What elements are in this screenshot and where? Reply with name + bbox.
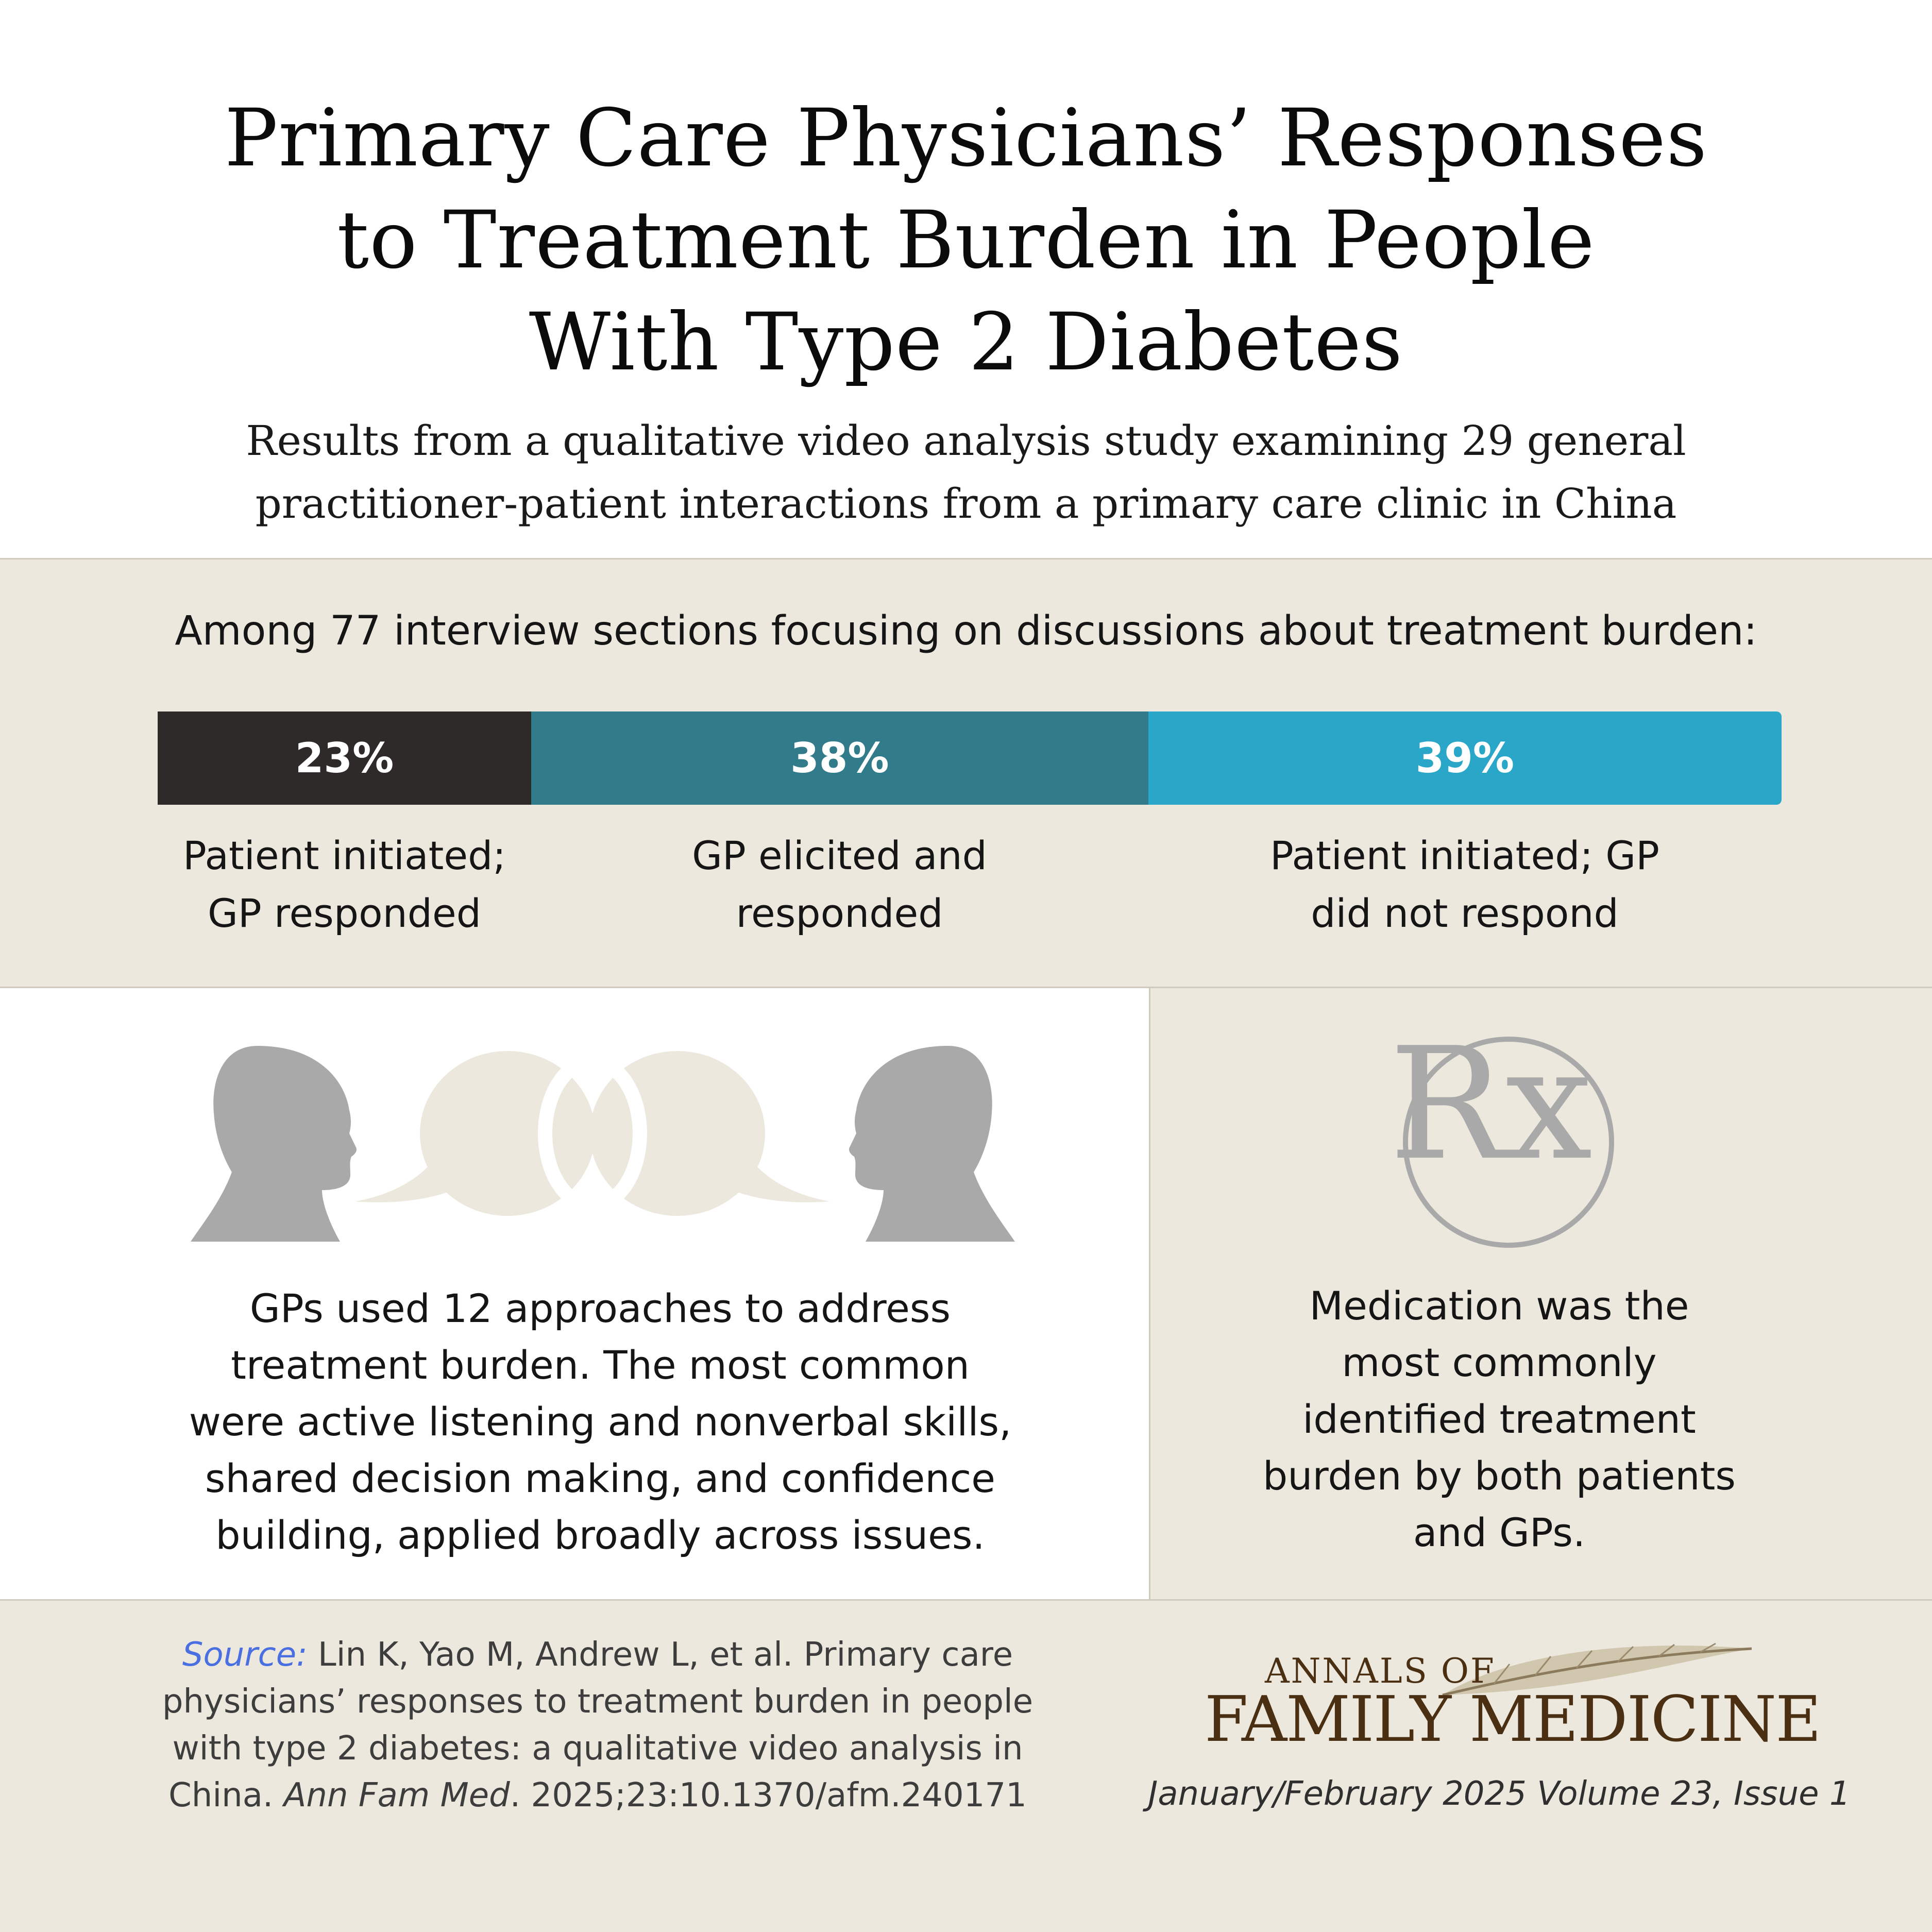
segment-label: Patient initiated; GP did not respond [1148,827,1782,942]
title-line: to Treatment Burden in People [337,194,1595,286]
medication-line: identified treatment [1302,1396,1696,1442]
title-line: Primary Care Physicians’ Responses [224,92,1708,184]
page-title: Primary Care Physicians’ Responses to Tr… [0,88,1932,394]
segment-label: GP elicited and responded [531,827,1148,942]
page-subtitle: Results from a qualitative video analysi… [0,410,1932,535]
journal-logo-line1: ANNALS OF [1265,1651,1496,1691]
approaches-text: GPs used 12 approaches to address treatm… [155,1280,1046,1564]
approaches-line: building, applied broadly across issues. [215,1512,985,1558]
medication-line: most commonly [1342,1340,1657,1385]
source-label: Source: [182,1636,308,1674]
approaches-line: treatment burden. The most common [231,1342,970,1388]
subtitle-line: practitioner-patient interactions from a… [255,480,1677,528]
medication-line: Medication was the [1309,1283,1689,1329]
medication-panel [1149,988,1932,1599]
segment-label-line: responded [736,890,943,936]
segment-label-line: GP elicited and [692,833,987,878]
stacked-percentage-bar: 23% 38% 39% [158,711,1782,805]
segment-label: Patient initiated; GP responded [158,827,531,942]
issue-info: January/February 2025 Volume 23, Issue 1 [1148,1775,1851,1813]
rx-icon: Rx [1389,1023,1614,1248]
stats-intro: Among 77 interview sections focusing on … [175,608,1757,654]
approaches-line: were active listening and nonverbal skil… [189,1399,1012,1445]
segment-value: 38% [790,734,889,782]
source-journal: Ann Fam Med [283,1776,510,1815]
source-text: Lin K, Yao M, Andrew L, et al. Primary c… [162,1636,1033,1815]
bar-segment-gp-elicited: 38% [531,711,1148,805]
header [0,0,1932,558]
journal-logo-line2: FAMILY MEDICINE [1205,1683,1821,1756]
title-line: With Type 2 Diabetes [529,296,1403,388]
medication-line: burden by both patients [1263,1453,1736,1499]
approaches-line: GPs used 12 approaches to address [249,1285,951,1331]
bar-segment-patient-initiated-gp-responded: 23% [158,711,531,805]
approaches-line: shared decision making, and confidence [205,1455,996,1501]
medication-text: Medication was the most commonly identif… [1200,1278,1798,1561]
segment-label-line: did not respond [1311,890,1619,936]
rx-letters: Rx [1389,1023,1592,1194]
segment-value: 39% [1415,734,1515,782]
segment-label-line: Patient initiated; GP [1270,833,1659,878]
source-text-end: . 2025;23:10.1370/afm.240171 [510,1776,1027,1815]
subtitle-line: Results from a qualitative video analysi… [246,417,1686,465]
segment-value: 23% [295,734,394,782]
segment-label-line: Patient initiated; [182,833,506,878]
source-citation: Source: Lin K, Yao M, Andrew L, et al. P… [124,1632,1072,1819]
medication-line: and GPs. [1413,1510,1586,1555]
bar-segment-patient-initiated-no-response: 39% [1148,711,1782,805]
segment-label-line: GP responded [208,890,481,936]
two-heads-speech-bubbles-icon [191,1046,1015,1242]
leaf-logo-icon [1442,1642,1752,1697]
